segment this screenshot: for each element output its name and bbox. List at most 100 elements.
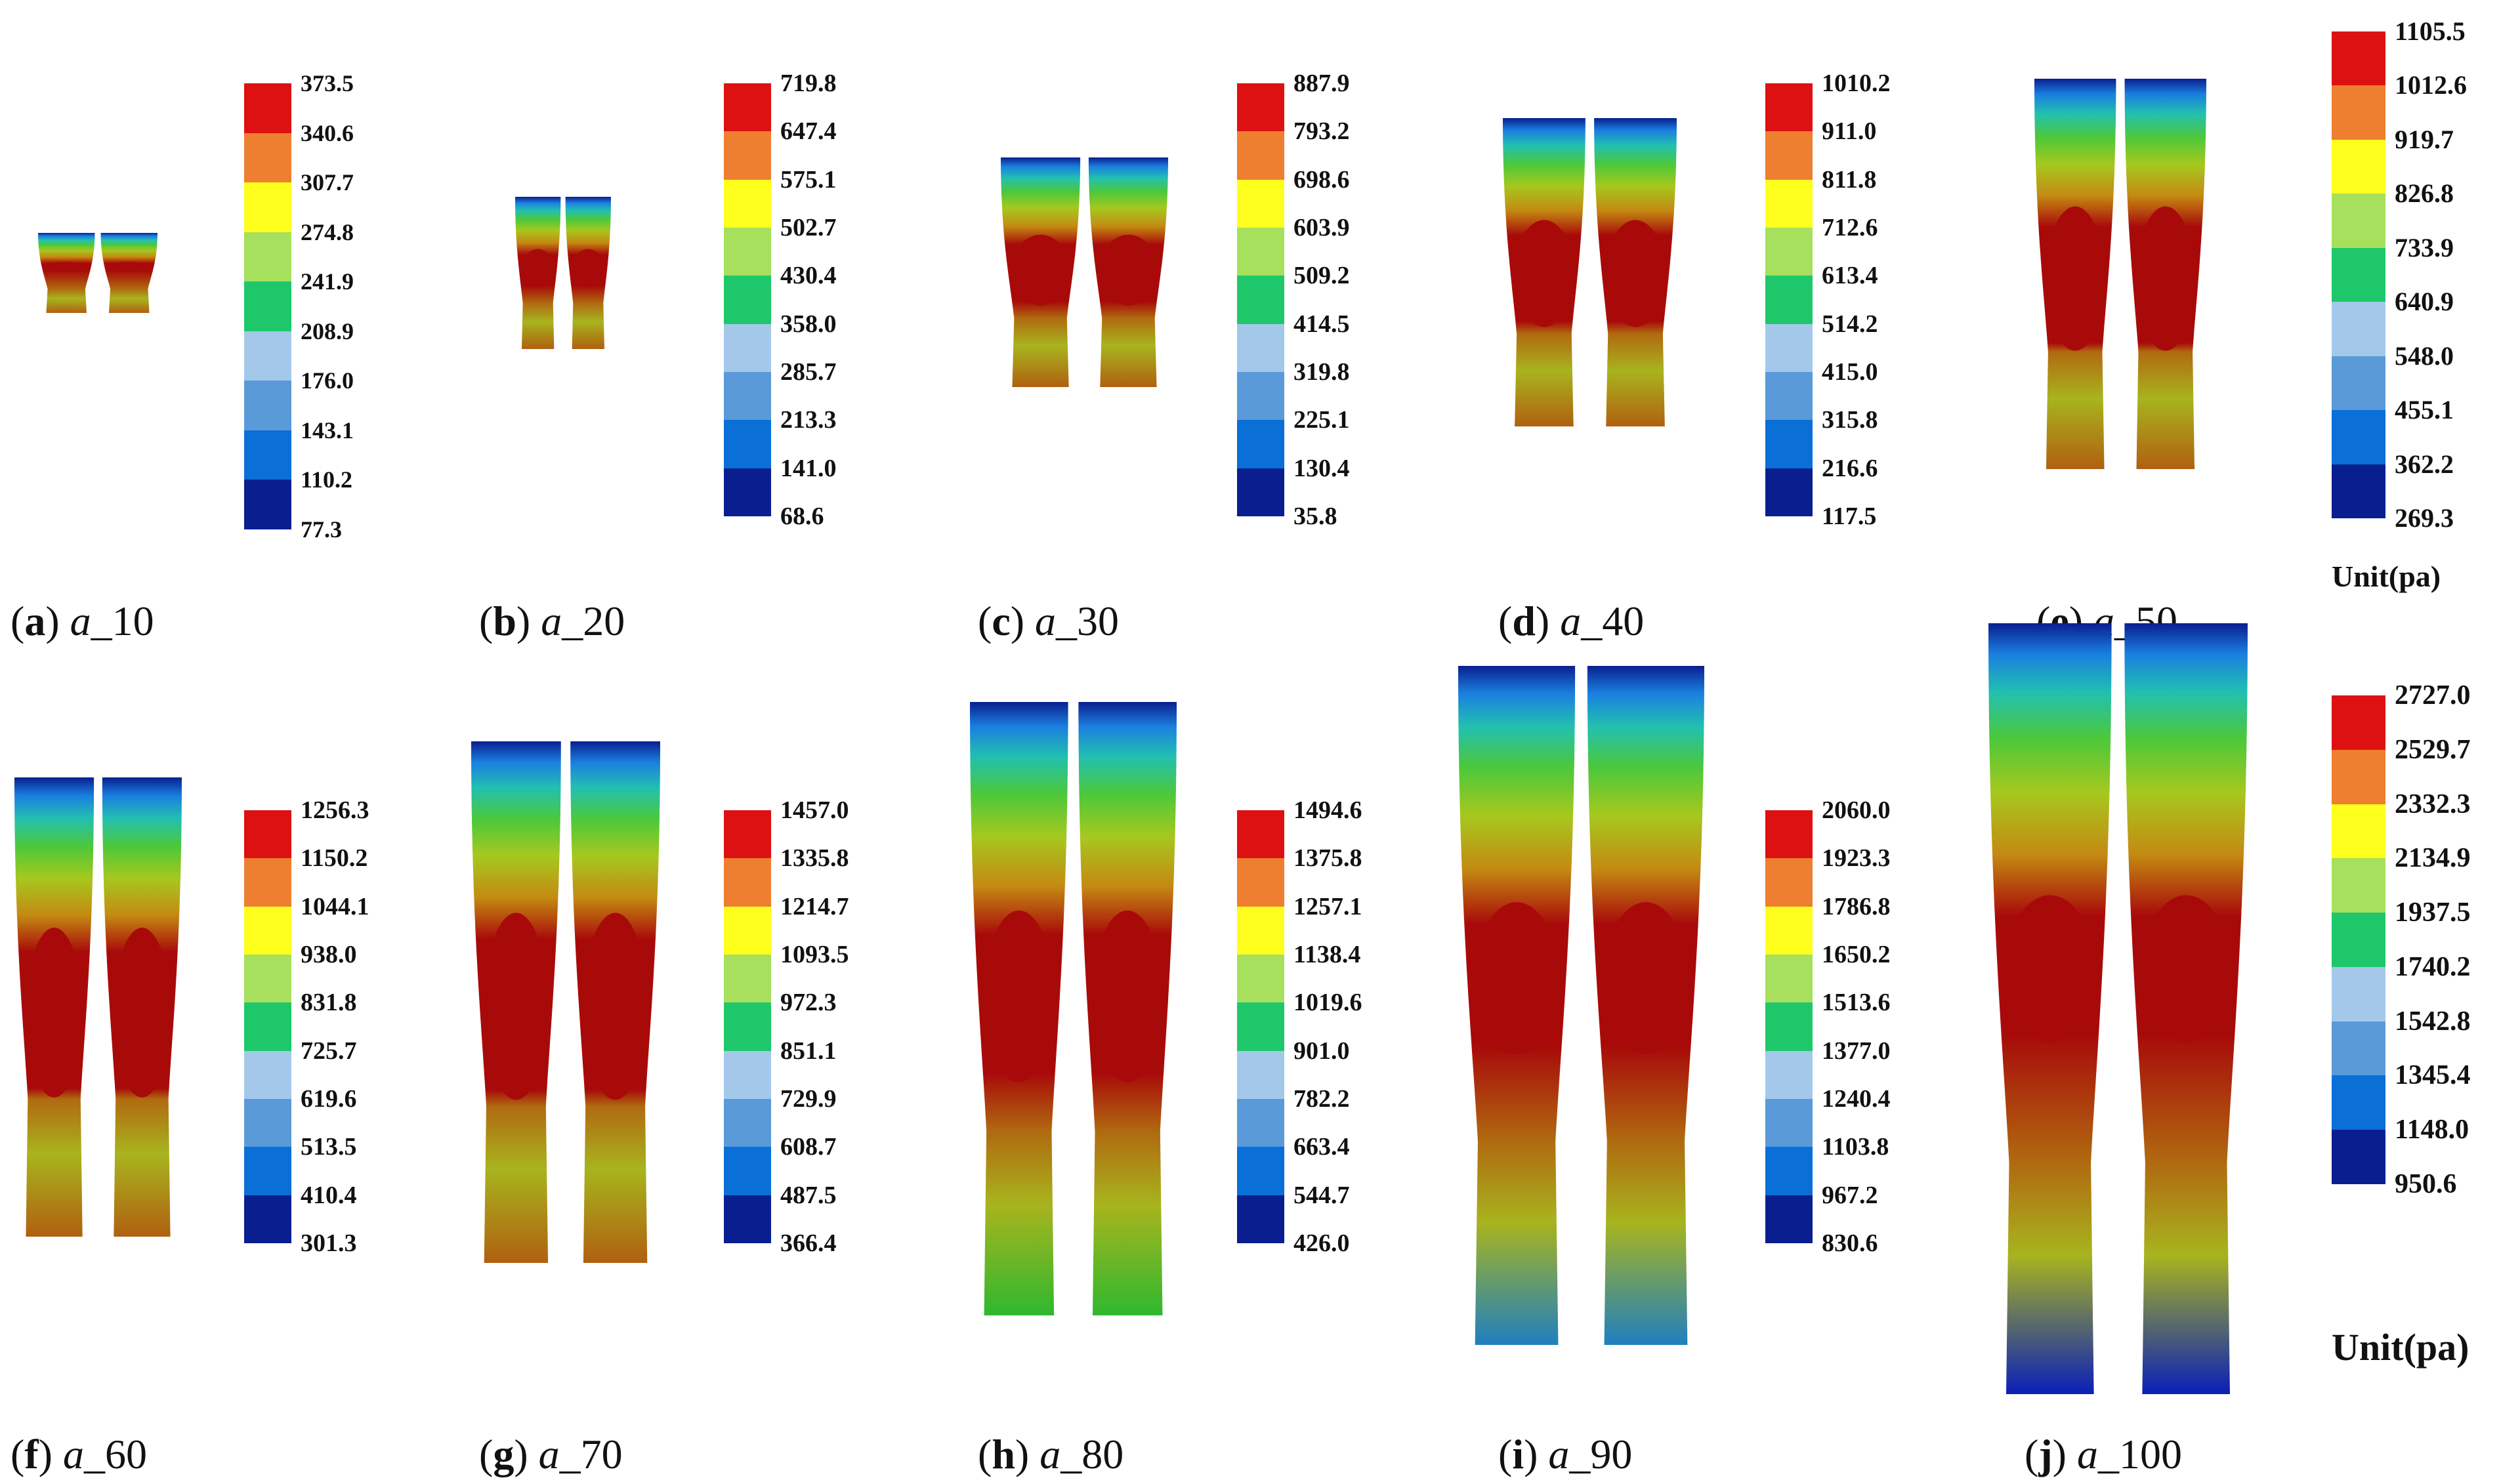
colorbar-segment [2332,913,2385,968]
colorbar-segment [1237,131,1284,180]
peak-pressure-region [521,249,555,288]
colorbar-tick-label: 176.0 [301,367,354,394]
colorbar-tick-label: 1019.6 [1293,989,1362,1017]
colorbar-tick-label: 2727.0 [2395,680,2471,711]
panel-letter: i [1512,1431,1524,1477]
panel-caption: (c) a_30 [978,598,1120,644]
colorbar-tick-label: 340.6 [301,119,354,146]
colorbar-segment [244,281,291,332]
colorbar-tick-label: 647.4 [780,117,837,146]
colorbar-tick-label: 733.9 [2395,232,2454,262]
colorbar-segment [724,1195,771,1244]
colorbar-segment [2332,31,2385,86]
colorbar-tick-label: 663.4 [1293,1133,1350,1161]
peak-pressure-region [2046,206,2105,351]
colorbar-segment [1765,955,1813,1003]
colorbar-tick-label: 2332.3 [2395,789,2471,819]
colorbar-segment [2332,302,2385,357]
colorbar-tick-label: 502.7 [780,214,837,241]
colorbar-tick-label: 911.0 [1822,117,1877,146]
colorbar-tick-label: 35.8 [1293,503,1337,530]
panel-suffix: _30 [1056,598,1120,644]
colorbar-segment [2332,858,2385,913]
colorbar-tick-label: 373.5 [301,70,354,96]
colorbar-segment [244,1002,291,1052]
colorbar-tick-label: 110.2 [301,466,353,493]
colorbar-tick-label: 315.8 [1822,406,1878,434]
colorbar-segment [1765,906,1813,955]
colorbar-segment [724,1050,771,1100]
colorbar-segment [1765,179,1813,228]
colorbar-segment [724,83,771,132]
colorbar-segment [724,1147,771,1196]
colorbar-segment [1237,810,1284,859]
colorbar-segment [1765,1195,1813,1244]
colorbar-tick-label: 77.3 [301,516,342,543]
colorbar-tick-label: 938.0 [301,941,357,968]
colorbar-tick-label: 782.2 [1293,1085,1350,1113]
colorbar-tick-label: 117.5 [1822,503,1877,530]
colorbar-tick-label: 1542.8 [2395,1006,2471,1037]
colorbar-tick-label: 301.3 [301,1229,357,1257]
colorbar-tick-label: 544.7 [1293,1181,1350,1209]
colorbar-segment [724,276,771,325]
colorbar-segment [2332,356,2385,411]
colorbar-tick-label: 1923.3 [1822,844,1891,873]
colorbar-tick-label: 972.3 [780,989,837,1017]
colorbar-tick-label: 729.9 [780,1085,837,1113]
colorbar-segment [1237,1002,1284,1052]
colorbar-tick-label: 1138.4 [1293,941,1361,968]
panel-letter: c [992,598,1011,644]
colorbar [1765,83,1813,517]
panel-variable: a [62,1431,84,1477]
colorbar-segment [1237,83,1284,132]
colorbar-segment [1765,372,1813,421]
colorbar-segment [1237,1195,1284,1244]
colorbar-tick-label: 967.2 [1822,1181,1878,1209]
colorbar-segment [724,955,771,1003]
colorbar-tick-label: 719.8 [780,70,837,97]
colorbar-segment [1765,323,1813,373]
right-leg-contour [100,233,158,313]
colorbar-tick-label: 1335.8 [780,844,849,873]
panel-suffix: _40 [1581,598,1645,644]
peak-pressure-region [46,262,87,272]
colorbar-tick-label: 1093.5 [780,941,849,968]
peak-pressure-region [572,249,605,288]
colorbar-tick-label: 415.0 [1822,358,1878,386]
colorbar-segment [244,133,291,183]
panel-caption: (b) a_20 [479,598,625,644]
colorbar-tick-label: 362.2 [2395,449,2454,479]
pressure-distribution-legs [14,777,182,1237]
colorbar-segment [2332,247,2385,302]
colorbar-tick-label: 548.0 [2395,340,2454,371]
colorbar-segment [2332,695,2385,751]
colorbar-segment [1765,810,1813,859]
colorbar-segment [2332,1021,2385,1076]
colorbar-segment [244,430,291,480]
panel-variable: a [2076,1431,2098,1477]
panel-suffix: _90 [1569,1431,1633,1477]
colorbar-tick-label: 1457.0 [780,796,849,824]
colorbar-tick-label: 509.2 [1293,262,1350,290]
panel-caption: (a) a_10 [10,598,154,644]
colorbar-segment [2332,1130,2385,1185]
panel-suffix: _20 [562,598,625,644]
colorbar-segment [1765,131,1813,180]
colorbar-tick-label: 426.0 [1293,1229,1350,1257]
panel-caption: (d) a_40 [1498,598,1645,644]
peak-pressure-region [1011,234,1070,306]
colorbar-tick-label: 1345.4 [2395,1060,2471,1091]
unit-label: Unit(pa) [2332,560,2441,593]
colorbar [244,83,291,530]
colorbar-tick-label: 68.6 [780,503,824,530]
colorbar-tick-label: 619.6 [301,1085,357,1113]
colorbar-tick-label: 1937.5 [2395,897,2471,928]
panel-letter: f [24,1431,39,1477]
colorbar-segment [1765,420,1813,469]
peak-pressure-region [983,910,1055,1082]
colorbar-segment [244,1050,291,1100]
panel-variable: a [1548,1431,1570,1477]
pressure-distribution-legs [1001,157,1168,387]
